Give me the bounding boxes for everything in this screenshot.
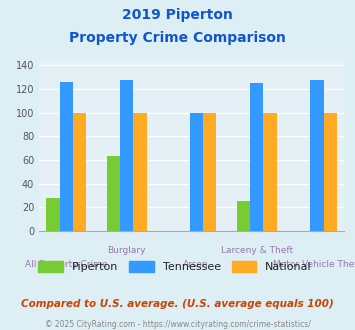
Bar xyxy=(107,156,120,231)
Bar xyxy=(311,80,324,231)
Bar xyxy=(324,113,337,231)
Bar xyxy=(190,113,203,231)
Bar xyxy=(250,83,263,231)
Text: Burglary: Burglary xyxy=(108,246,146,255)
Bar xyxy=(133,113,147,231)
Text: Larceny & Theft: Larceny & Theft xyxy=(220,246,293,255)
Text: Arson: Arson xyxy=(184,260,209,269)
Text: Property Crime Comparison: Property Crime Comparison xyxy=(69,31,286,45)
Bar xyxy=(237,201,250,231)
Bar xyxy=(263,113,277,231)
Text: © 2025 CityRating.com - https://www.cityrating.com/crime-statistics/: © 2025 CityRating.com - https://www.city… xyxy=(45,320,310,329)
Text: Motor Vehicle Theft: Motor Vehicle Theft xyxy=(273,260,355,269)
Bar xyxy=(46,198,60,231)
Bar xyxy=(203,113,216,231)
Legend: Piperton, Tennessee, National: Piperton, Tennessee, National xyxy=(34,257,316,277)
Bar xyxy=(73,113,86,231)
Bar xyxy=(60,82,73,231)
Text: 2019 Piperton: 2019 Piperton xyxy=(122,8,233,22)
Text: Compared to U.S. average. (U.S. average equals 100): Compared to U.S. average. (U.S. average … xyxy=(21,299,334,309)
Text: All Property Crime: All Property Crime xyxy=(25,260,108,269)
Bar xyxy=(120,80,133,231)
